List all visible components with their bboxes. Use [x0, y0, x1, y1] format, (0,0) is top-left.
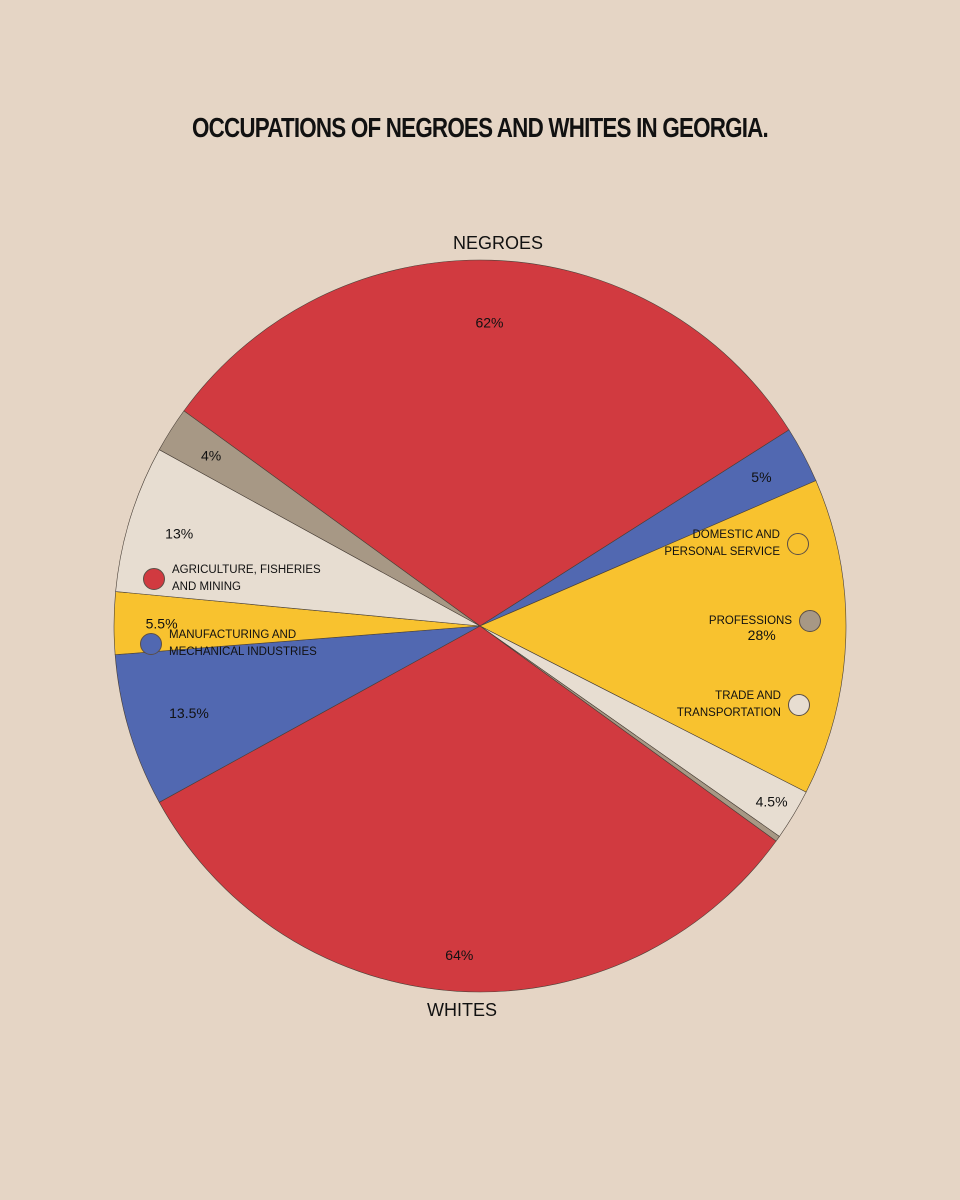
legend-swatch-agriculture: [143, 568, 165, 590]
legend-label-agriculture: AGRICULTURE, FISHERIES AND MINING: [172, 564, 321, 593]
slice-whites-trade: [115, 449, 481, 627]
legend-label-domestic: DOMESTIC AND PERSONAL SERVICE: [664, 529, 780, 558]
slice-whites-professions: [158, 410, 481, 627]
chart-title: OCCUPATIONS OF NEGROES AND WHITES IN GEO…: [192, 112, 769, 143]
slice-label-negroes-agriculture: 62%: [475, 314, 503, 330]
slice-whites-agriculture: [158, 625, 777, 993]
legend-item-domestic: DOMESTIC AND PERSONAL SERVICE: [630, 527, 809, 561]
legend-swatch-professions: [799, 610, 821, 632]
slice-negroes-agriculture: [183, 259, 790, 627]
slice-negroes-domestic: [479, 480, 847, 793]
slice-label-whites-professions: 4%: [201, 447, 221, 463]
legend-swatch-trade: [788, 694, 810, 716]
legend-label-trade: TRADE AND TRANSPORTATION: [676, 690, 781, 719]
legend-item-manufacturing: MANUFACTURING AND MECHANICAL INDUSTRIES: [140, 627, 319, 661]
legend-label-manufacturing: MANUFACTURING AND MECHANICAL INDUSTRIES: [169, 629, 317, 658]
legend-swatch-domestic: [787, 533, 809, 555]
legend-item-professions: PROFESSIONS: [642, 610, 821, 632]
group-label-negroes: NEGROES: [453, 233, 543, 253]
slice-label-whites-agriculture: 64%: [445, 947, 473, 963]
slice-label-negroes-manufacturing: 5%: [751, 469, 771, 485]
slice-label-whites-manufacturing: 13.5%: [169, 705, 209, 721]
legend-label-professions: PROFESSIONS: [708, 614, 792, 627]
slice-label-whites-domestic: 5.5%: [146, 616, 178, 632]
slice-label-whites-trade: 13%: [165, 525, 193, 541]
slice-label-negroes-trade: 4.5%: [756, 794, 788, 810]
legend-item-trade: TRADE AND TRANSPORTATION: [631, 688, 810, 722]
legend-swatch-manufacturing: [140, 633, 162, 655]
slice-whites-manufacturing: [114, 625, 481, 803]
legend-item-agriculture: AGRICULTURE, FISHERIES AND MINING: [143, 562, 322, 596]
group-label-whites: WHITES: [427, 1000, 497, 1020]
slice-label-negroes-domestic: 28%: [748, 627, 776, 643]
